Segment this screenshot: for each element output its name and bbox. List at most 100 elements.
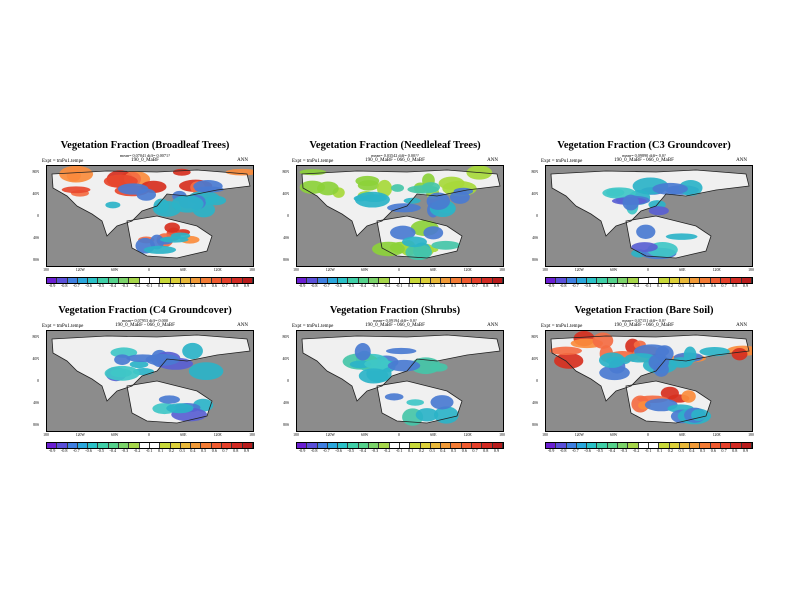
anomaly-patch [405, 244, 433, 261]
anomaly-patch [299, 180, 326, 194]
lon-tick-label: 120E [463, 433, 472, 437]
colorbar-swatch [731, 443, 742, 448]
lon-tick-label: 120W [75, 433, 85, 437]
panel-stats: mean= 0.07041 diff= 0.0071? [120, 153, 170, 158]
panel-title: Vegetation Fraction (C4 Groundcover) [58, 305, 232, 316]
colorbar-label: -0.3 [620, 283, 628, 288]
anomaly-patch [402, 236, 427, 248]
anomaly-patch [648, 353, 669, 371]
anomaly-patch [431, 240, 461, 250]
lon-tick-label: 120W [325, 433, 335, 437]
map-panel-c4: Vegetation Fraction (C4 Groundcover) mean… [32, 305, 254, 475]
colorbar-label: -0.2 [632, 283, 640, 288]
map-area [545, 165, 753, 267]
colorbar-label: -0.4 [359, 448, 367, 453]
colorbar-swatch [607, 278, 619, 283]
anomaly-patch [205, 195, 227, 206]
map-svg [549, 331, 752, 425]
colorbar-label: -0.9 [547, 283, 555, 288]
panel-stats: mean= 0.09194 diff= 0.0? [373, 318, 417, 323]
lat-tick-label: 80S [532, 423, 538, 427]
colorbar-swatch [327, 443, 339, 448]
lat-tick-label: 0 [536, 379, 538, 383]
lat-tick-label: 40N [531, 357, 538, 361]
colorbar-swatch [358, 278, 370, 283]
anomaly-patch [430, 395, 454, 410]
panel-case: 190_0_MaBF - 066_0_MaBF [365, 158, 425, 163]
colorbar-swatch [741, 443, 752, 448]
colorbar-label: 0.9 [493, 448, 500, 453]
colorbar-label: -0.7 [323, 448, 330, 453]
colorbar-swatch [119, 443, 130, 448]
panel-title: Vegetation Fraction (Broadleaf Trees) [60, 140, 230, 151]
colorbar-swatch [700, 443, 711, 448]
colorbar [545, 442, 753, 449]
colorbar-swatch [546, 278, 557, 283]
colorbar-label: -0.4 [109, 283, 117, 288]
colorbar-swatch [441, 443, 452, 448]
panel-season: ANN [736, 323, 747, 328]
colorbar-label: 0.3 [678, 283, 684, 288]
colorbar-swatch [700, 278, 711, 283]
colorbar-swatch [679, 278, 691, 283]
anomaly-patch [681, 390, 696, 403]
lat-tick-label: 80N [32, 335, 39, 339]
colorbar-swatch [546, 443, 557, 448]
panel-stats: mean= 0.09890 diff= 0.0? [622, 153, 666, 158]
anomaly-patch [415, 408, 439, 422]
colorbar-swatch [149, 278, 161, 283]
colorbar-swatch [88, 443, 99, 448]
colorbar-swatch [307, 278, 318, 283]
colorbar-label: 0.3 [179, 448, 185, 453]
colorbar-swatch [180, 278, 192, 283]
colorbar-swatch [170, 443, 181, 448]
colorbar-swatch [690, 443, 701, 448]
coastline [376, 380, 463, 424]
colorbar-swatch [379, 443, 390, 448]
lon-tick-label: 60W [609, 268, 618, 272]
anomaly-patch [193, 180, 223, 193]
colorbar-swatch [108, 278, 120, 283]
lon-tick-label: 0 [647, 268, 649, 272]
panel-expt: Expt = tmPu1.tempe [292, 324, 334, 329]
colorbar-label: 0.2 [667, 283, 673, 288]
colorbar-swatch [170, 278, 181, 283]
lon-tick-label: 60W [110, 433, 119, 437]
anomaly-patch [387, 359, 421, 372]
lat-tick-label: 40N [531, 192, 538, 196]
lon-tick-label: 0 [398, 268, 400, 272]
lon-tick-label: 180 [542, 268, 548, 272]
lon-tick-label: 0 [148, 433, 150, 437]
panel-expt: Expt = tmPu1.tempe [42, 159, 84, 164]
colorbar-label: -0.3 [121, 448, 129, 453]
lat-tick-label: 40S [283, 236, 289, 240]
colorbar-swatch [576, 278, 588, 283]
lat-tick-label: 0 [287, 379, 289, 383]
colorbar-label: -0.2 [133, 448, 141, 453]
colorbar-swatch [710, 278, 722, 283]
colorbar-label: 0.3 [678, 448, 684, 453]
colorbar-label: -0.8 [310, 283, 318, 288]
colorbar-swatch [721, 278, 732, 283]
colorbar-label: -0.8 [60, 283, 68, 288]
anomaly-patch [660, 386, 679, 400]
colorbar-swatch [77, 443, 89, 448]
panel-case: 190_0_MaBF - 066_0_MaBF [115, 323, 175, 328]
colorbar-label: 0.9 [243, 448, 250, 453]
lat-tick-label: 0 [37, 214, 39, 218]
lon-tick-label: 180 [293, 433, 299, 437]
colorbar-labels: -0.9 -0.8 -0.7 -0.6 -0.5 -0.4 -0.3 -0.2 -0.1 0.1 0… [46, 283, 252, 288]
colorbar-label: -0.1 [395, 283, 403, 288]
colorbar-label: -0.1 [145, 283, 153, 288]
lat-tick-label: 40S [33, 236, 39, 240]
colorbar-swatch [389, 278, 400, 283]
colorbar-swatch [410, 443, 421, 448]
lat-tick-label: 40N [282, 357, 289, 361]
map-area [46, 330, 254, 432]
colorbar-swatch [556, 278, 567, 283]
colorbar-swatch [566, 443, 577, 448]
anomaly-patch [699, 347, 730, 357]
colorbar-label: -0.2 [383, 448, 391, 453]
colorbar [46, 277, 254, 284]
colorbar-swatch [98, 443, 109, 448]
